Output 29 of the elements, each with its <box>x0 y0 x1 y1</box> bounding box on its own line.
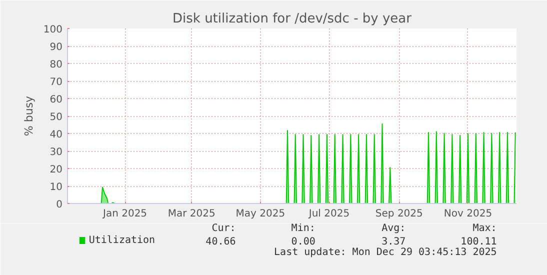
x-tick-label: May 2025 <box>236 208 286 220</box>
legend-label: Utilization <box>88 235 156 246</box>
x-tick-label: Jan 2025 <box>102 208 148 220</box>
x-tick-label: Sep 2025 <box>375 208 423 220</box>
x-tick-label: Mar 2025 <box>168 208 216 220</box>
text: Cur: <box>212 223 236 234</box>
y-tick-label: 40 <box>50 130 63 140</box>
text: 40.66 <box>206 236 236 248</box>
chart-title: Disk utilization for /dev/sdc - by year <box>172 12 412 26</box>
x-tick-label: Jul 2025 <box>308 208 350 220</box>
text: Min: <box>291 223 316 234</box>
y-tick-label: 0 <box>56 200 63 210</box>
y-tick-label: 20 <box>50 164 63 176</box>
y-tick-label: 90 <box>50 42 63 53</box>
text: Max: <box>472 223 497 234</box>
text: 3.37 <box>382 236 406 248</box>
y-axis-title: % busy <box>22 95 36 136</box>
text: 100.11 <box>460 236 497 248</box>
y-tick-label: 10 <box>50 182 63 193</box>
y-tick-label: 100 <box>43 24 63 36</box>
y-tick-label: 70 <box>50 77 63 88</box>
x-tick-label: Nov 2025 <box>444 208 492 220</box>
y-tick-label: 80 <box>50 60 63 70</box>
y-tick-label: 30 <box>50 147 63 158</box>
y-tick-label: 60 <box>50 94 63 106</box>
text: Last update: Mon Dec 29 03:45:13 2025 <box>274 247 497 258</box>
y-tick-label: 50 <box>50 112 63 123</box>
text: 0.00 <box>291 236 316 248</box>
text: Avg: <box>382 223 406 234</box>
